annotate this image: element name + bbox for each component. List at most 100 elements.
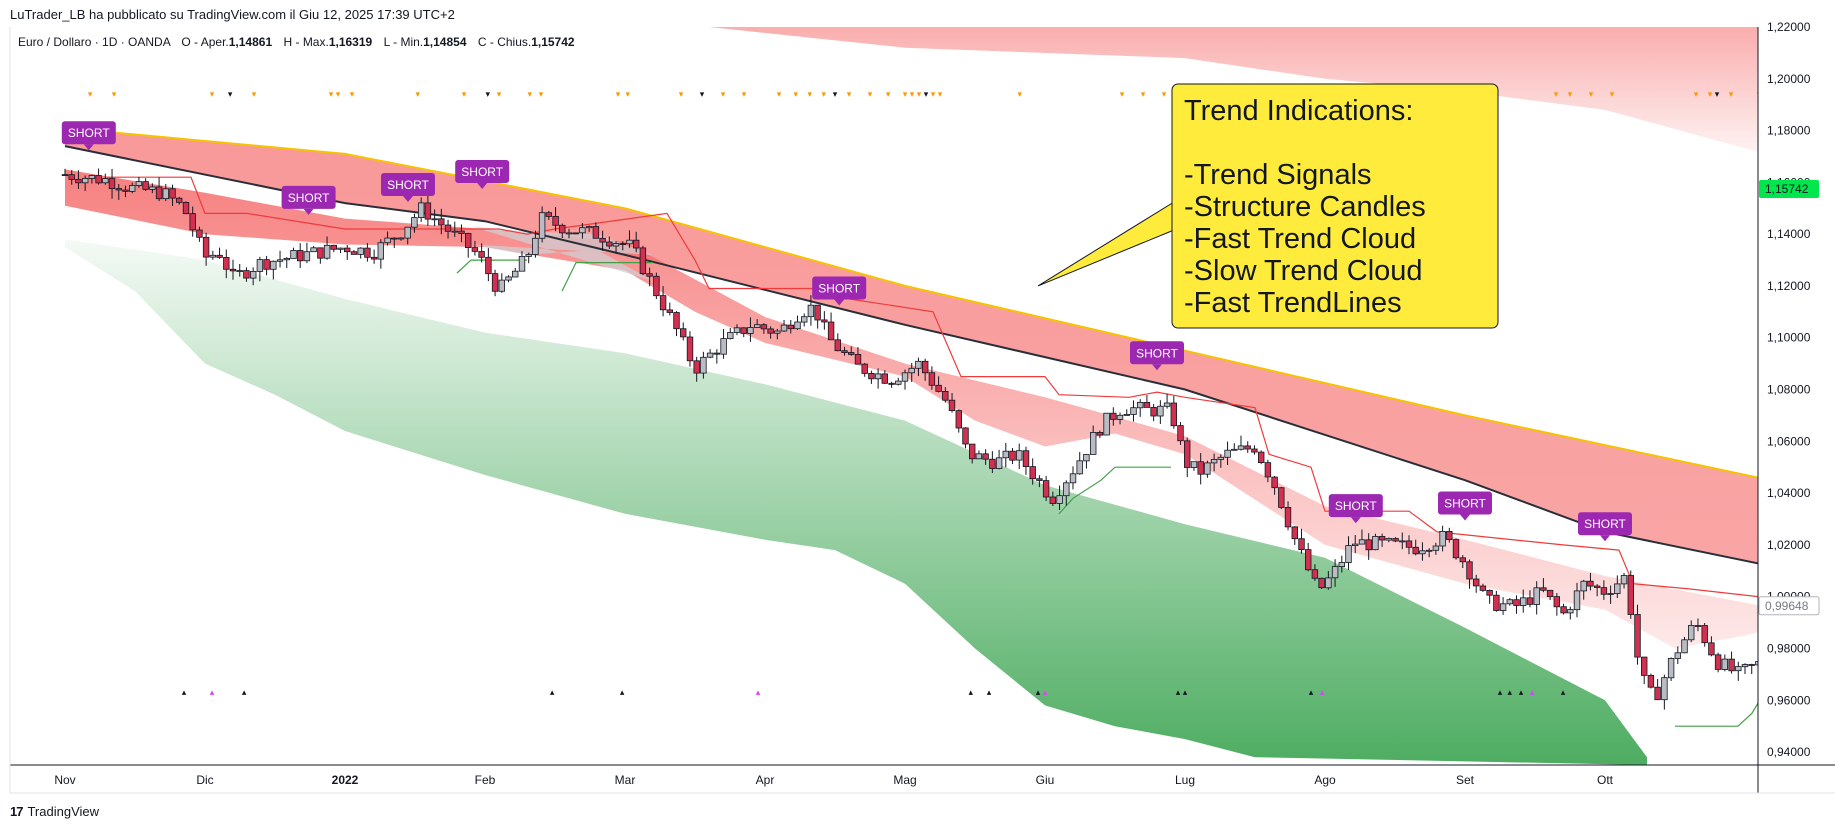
bull-candle-body	[1210, 458, 1218, 464]
bear-candle-body	[229, 268, 237, 272]
candle	[1210, 453, 1218, 472]
candle	[666, 302, 673, 316]
candle	[444, 219, 452, 239]
high-label: H - Max.	[283, 35, 328, 49]
signal-marker: ▴	[969, 687, 974, 697]
candle	[1560, 603, 1567, 615]
bear-candle-body	[834, 339, 841, 352]
candle	[1520, 589, 1527, 613]
candle	[1667, 657, 1675, 681]
signal-marker: ▾	[1708, 89, 1713, 99]
support-trendline	[561, 262, 653, 292]
price-tick-label: 0,98000	[1767, 642, 1811, 656]
bull-candle-body	[303, 251, 311, 262]
candle	[1728, 651, 1735, 674]
bear-candle-body	[1473, 578, 1480, 587]
bear-candle-body	[1184, 440, 1191, 468]
bear-candle-body	[1627, 575, 1634, 615]
candle	[814, 304, 821, 329]
bull-candle-body	[1237, 445, 1245, 450]
candle	[1264, 459, 1272, 483]
signal-marker: ▾	[917, 89, 922, 99]
bear-candle-body	[861, 363, 868, 374]
support-trendline	[456, 259, 527, 274]
bull-candle-body	[700, 356, 707, 374]
candle	[1439, 525, 1446, 552]
bear-candle-body	[1284, 506, 1292, 528]
bull-candle-body	[357, 247, 364, 255]
bear-candle-body	[216, 254, 223, 258]
signal-marker: ▾	[1120, 89, 1125, 99]
tradingview-brand[interactable]: 17 TradingView	[10, 804, 99, 819]
bull-candle-body	[1661, 677, 1668, 701]
bear-candle-body	[606, 241, 613, 247]
price-axis[interactable]: 1,220001,200001,180001,160001,140001,120…	[1758, 20, 1820, 759]
candle	[343, 245, 351, 260]
candle	[102, 173, 109, 185]
short-signal-label: SHORT	[812, 276, 867, 306]
candle	[485, 248, 492, 282]
candle	[606, 236, 613, 249]
bull-candle-body	[1741, 664, 1749, 668]
candle	[1620, 572, 1628, 589]
time-tick-label: Feb	[475, 773, 496, 787]
candle	[169, 184, 176, 206]
fast-trend-cloud	[65, 169, 1758, 649]
bear-candle-body	[471, 247, 479, 252]
signal-marker: ▾	[497, 89, 502, 99]
fast-trendline	[107, 176, 1758, 598]
bull-candle-body	[1076, 460, 1083, 475]
bear-candle-body	[317, 247, 324, 259]
bear-candle-body	[680, 328, 687, 338]
bear-candle-body	[1365, 539, 1372, 551]
slow-cloud-upper-line	[64, 127, 1758, 479]
signal-marker: ▴	[1498, 687, 1503, 697]
candle	[1358, 529, 1366, 545]
candle	[1385, 537, 1392, 543]
candle	[1311, 564, 1319, 581]
candle	[1419, 542, 1426, 561]
candle	[142, 178, 149, 191]
bull-candle-body	[1419, 550, 1426, 555]
signal-marker: ▾	[336, 89, 341, 99]
signal-marker: ▾	[794, 89, 799, 99]
candle	[834, 333, 841, 352]
bull-candle-body	[1163, 402, 1171, 407]
bear-candle-body	[115, 188, 122, 191]
candle	[989, 451, 996, 473]
short-label-text: SHORT	[1136, 346, 1178, 360]
signal-marker: ▴	[987, 687, 992, 697]
bear-candle-body	[478, 251, 485, 258]
signal-marker: ▾	[886, 89, 891, 99]
short-label-pointer	[1152, 364, 1162, 371]
candle	[572, 232, 579, 235]
bull-candle-body	[1090, 431, 1097, 455]
bear-candle-body	[982, 453, 989, 460]
bull-candle-body	[720, 338, 727, 355]
bear-candle-body	[928, 372, 936, 386]
candle	[1392, 537, 1399, 543]
candle	[1231, 443, 1238, 451]
bear-candle-body	[989, 458, 996, 469]
bear-candle-body	[1641, 656, 1648, 676]
bull-candle-body	[747, 327, 754, 334]
candle	[801, 313, 808, 327]
bull-candle-body	[626, 239, 633, 245]
time-axis[interactable]: Nov Dic 2022 Feb Mar Apr Mag Giu Lug Ago Set Ott	[54, 773, 1613, 787]
bear-candle-body	[1110, 412, 1117, 420]
candle	[1587, 572, 1594, 591]
candle	[1063, 480, 1070, 506]
signal-marker: ▴	[1561, 687, 1566, 697]
short-label-layer: SHORT SHORT SHORT SHORT SHORT SHORT SHORT SHORT…	[61, 121, 1632, 542]
bull-candle-body	[249, 270, 257, 279]
bear-candle-body	[1694, 625, 1702, 627]
bear-candle-body	[572, 232, 579, 235]
secondary-price-label: 0,99648	[1758, 596, 1820, 616]
bull-candle-body	[1231, 448, 1238, 451]
bull-candle-body	[1432, 545, 1440, 551]
candle	[1143, 395, 1151, 408]
bear-candle-body	[1553, 596, 1560, 608]
symbol-legend[interactable]: Euro / Dollaro · 1D · OANDA O - Aper.1,1…	[18, 35, 575, 49]
low-value: 1,14854	[423, 35, 467, 49]
